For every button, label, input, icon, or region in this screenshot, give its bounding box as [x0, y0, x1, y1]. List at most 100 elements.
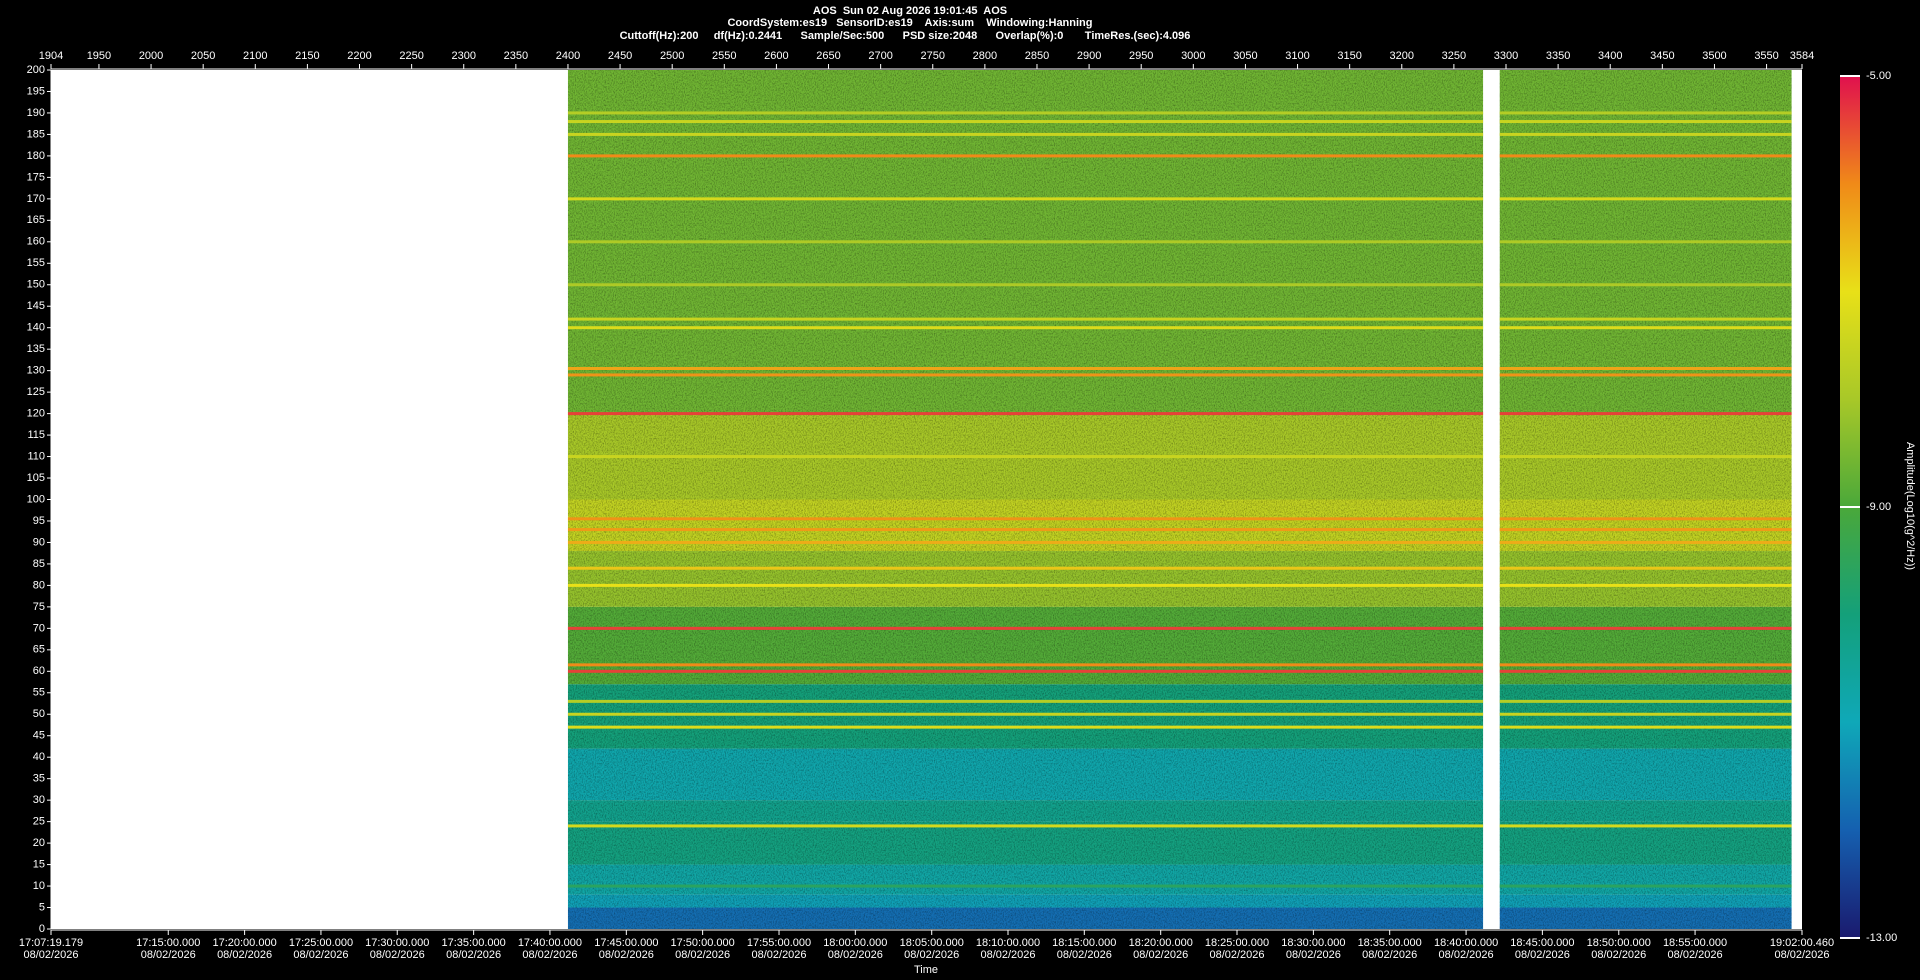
date-tick-label: 08/02/2026	[1057, 949, 1112, 961]
x-tick-label: 3250	[1442, 50, 1466, 62]
spectral-line	[1499, 154, 1792, 158]
x-tick-label: 2050	[191, 50, 215, 62]
y-tick-label: 185	[27, 128, 45, 140]
spectral-line	[1499, 528, 1792, 532]
time-tick-label: 18:25:00.000	[1205, 937, 1269, 949]
colorbar-label: Amplitude(Log10(g^2/Hz))	[1904, 442, 1916, 570]
y-tick-label: 170	[27, 193, 45, 205]
time-tick-label: 17:30:00.000	[365, 937, 429, 949]
y-tick-label: 90	[33, 536, 45, 548]
x-tick-label: 3500	[1702, 50, 1726, 62]
time-tick-label: 18:05:00.000	[900, 937, 964, 949]
time-tick-label: 17:35:00.000	[442, 937, 506, 949]
time-tick-label: 17:40:00.000	[518, 937, 582, 949]
x-tick-label: 3100	[1285, 50, 1309, 62]
x-tick-label: 1950	[87, 50, 111, 62]
time-tick-label: 19:02:00.460	[1770, 937, 1834, 949]
spectral-line	[1499, 455, 1792, 459]
spectral-line	[1499, 712, 1792, 716]
x-axis-label: Time	[914, 964, 938, 976]
y-tick-label: 150	[27, 279, 45, 291]
spectral-line	[1499, 283, 1792, 287]
y-tick-label: 10	[33, 880, 45, 892]
time-tick-label: 18:45:00.000	[1510, 937, 1574, 949]
spectral-line	[567, 373, 1484, 377]
y-tick-label: 145	[27, 300, 45, 312]
spectral-line	[1499, 317, 1792, 321]
time-tick-label: 18:55:00.000	[1663, 937, 1727, 949]
spectral-line	[567, 663, 1484, 667]
y-tick-label: 175	[27, 171, 45, 183]
x-tick-label: 2600	[764, 50, 788, 62]
x-tick-label: 2800	[973, 50, 997, 62]
spectral-line	[567, 240, 1484, 244]
y-tick-label: 160	[27, 236, 45, 248]
y-tick-label: 20	[33, 837, 45, 849]
spectral-line	[567, 132, 1484, 136]
y-tick-label: 75	[33, 601, 45, 613]
spectral-line	[567, 120, 1484, 124]
spectral-line	[567, 583, 1484, 587]
spectral-line	[567, 566, 1484, 570]
spectral-line	[1499, 566, 1792, 570]
x-tick-label: 3300	[1494, 50, 1518, 62]
time-tick-label: 18:10:00.000	[976, 937, 1040, 949]
spectral-line	[567, 197, 1484, 201]
y-tick-label: 85	[33, 558, 45, 570]
x-tick-label: 3400	[1598, 50, 1622, 62]
spectral-line	[1499, 626, 1792, 630]
y-tick-label: 70	[33, 622, 45, 634]
x-tick-label: 3150	[1337, 50, 1361, 62]
spectral-line	[1499, 132, 1792, 136]
spectral-line	[1499, 540, 1792, 544]
x-tick-label: 2550	[712, 50, 736, 62]
spectral-line	[567, 412, 1484, 416]
y-tick-label: 155	[27, 257, 45, 269]
y-tick-label: 190	[27, 107, 45, 119]
y-tick-label: 180	[27, 150, 45, 162]
x-tick-label: 2900	[1077, 50, 1101, 62]
time-tick-label: 18:30:00.000	[1281, 937, 1345, 949]
time-tick-label: 17:55:00.000	[747, 937, 811, 949]
time-tick-label: 17:25:00.000	[289, 937, 353, 949]
spectral-line	[1499, 326, 1792, 330]
x-tick-label: 3450	[1650, 50, 1674, 62]
y-tick-label: 200	[27, 64, 45, 76]
title-line: AOS Sun 02 Aug 2026 19:01:45 AOS	[813, 5, 1007, 17]
spectral-line	[1499, 367, 1792, 371]
y-tick-label: 5	[39, 901, 45, 913]
spectral-line	[567, 154, 1484, 158]
spectral-line	[567, 528, 1484, 532]
x-tick-label: 2100	[243, 50, 267, 62]
spectral-line	[1499, 824, 1792, 828]
date-tick-label: 08/02/2026	[1286, 949, 1341, 961]
spectral-line	[1499, 699, 1792, 703]
x-tick-label: 3550	[1754, 50, 1778, 62]
spectral-line	[567, 517, 1484, 521]
y-tick-label: 40	[33, 751, 45, 763]
spectral-line	[567, 455, 1484, 459]
y-tick-label: 115	[27, 429, 45, 441]
date-tick-label: 08/02/2026	[1133, 949, 1188, 961]
spectral-line	[1499, 669, 1792, 673]
date-tick-label: 08/02/2026	[980, 949, 1035, 961]
spectral-line	[1499, 884, 1792, 888]
spectral-line	[567, 540, 1484, 544]
y-tick-label: 45	[33, 730, 45, 742]
y-tick-label: 135	[27, 343, 45, 355]
date-tick-label: 08/02/2026	[599, 949, 654, 961]
y-tick-label: 105	[27, 472, 45, 484]
spectral-line	[1499, 517, 1792, 521]
date-tick-label: 08/02/2026	[828, 949, 883, 961]
colorbar-tick-label: -13.00	[1866, 932, 1897, 944]
date-tick-label: 08/02/2026	[675, 949, 730, 961]
y-tick-label: 55	[33, 687, 45, 699]
spectral-line	[1499, 583, 1792, 587]
y-tick-label: 25	[33, 816, 45, 828]
title-line: Cuttoff(Hz):200 df(Hz):0.2441 Sample/Sec…	[620, 30, 1191, 42]
title-line: CoordSystem:es19 SensorID:es19 Axis:sum …	[727, 17, 1092, 29]
data-segment	[567, 70, 1484, 929]
spectral-line	[567, 712, 1484, 716]
